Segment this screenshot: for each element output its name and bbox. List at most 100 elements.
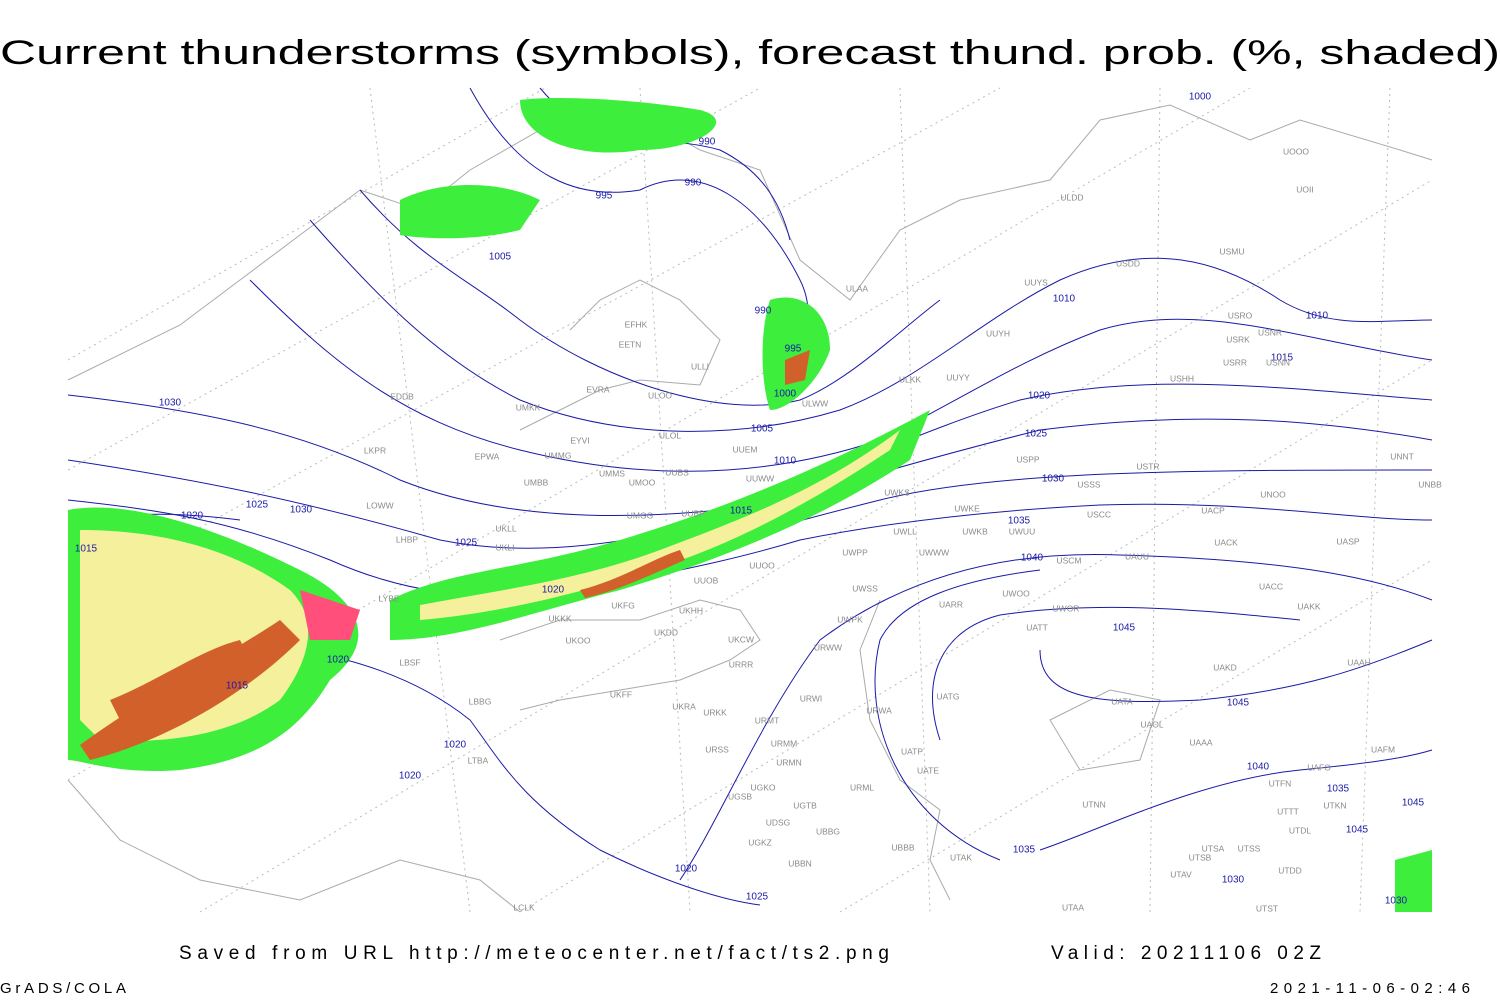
station-code: UKRA [672, 701, 696, 711]
station-code: UATA [1111, 696, 1133, 706]
station-code: UUOB [694, 575, 719, 585]
station-code: URMT [755, 715, 780, 725]
isobar-label: 1010 [1306, 311, 1329, 322]
station-code: UUEM [732, 444, 757, 454]
station-code: UATP [901, 746, 923, 756]
station-code: UWOR [1053, 603, 1080, 613]
isobar-label: 1005 [751, 424, 774, 435]
station-code: EYVI [570, 435, 589, 445]
station-code: USCM [1056, 555, 1081, 565]
station-code: UAKD [1213, 662, 1237, 672]
station-code: UACC [1259, 581, 1283, 591]
station-code: UOOO [1283, 146, 1309, 156]
station-code: URML [850, 782, 874, 792]
station-code: URWI [800, 693, 823, 703]
station-code: UKLI [496, 542, 515, 552]
valid-time: Valid: 20211106 02Z [1051, 943, 1321, 964]
station-code: ULOL [659, 430, 681, 440]
station-code: URWW [814, 642, 842, 652]
isobar-label: 1030 [1222, 875, 1245, 886]
isobar-label: 1025 [246, 500, 269, 511]
station-code: USPP [1016, 454, 1039, 464]
station-code: USCC [1087, 509, 1111, 519]
isobars [67, 87, 1433, 906]
station-code: EDDB [390, 391, 414, 401]
station-labels: UOOO UOII ULDD USDD USMU ULAA UUYS USRO USRK USNR… [364, 146, 1442, 913]
isobar-label: 1015 [75, 544, 98, 555]
station-code: EVRA [586, 384, 609, 394]
station-code: UKOO [565, 635, 590, 645]
station-code: URMN [776, 757, 802, 767]
isobar-label: 1020 [181, 511, 204, 522]
station-code: UKLL [495, 523, 517, 533]
isobar-label: 1020 [542, 585, 565, 596]
station-code: USNR [1258, 327, 1282, 337]
station-code: UDSG [766, 817, 791, 827]
isobar-label: 1010 [1053, 294, 1076, 305]
source-url: Saved from URL http://meteocenter.net/fa… [179, 943, 889, 964]
isobar-label: 1025 [455, 538, 478, 549]
station-code: UMOO [629, 477, 656, 487]
station-code: LKPR [364, 445, 386, 455]
isobar-label: 1045 [1113, 623, 1136, 634]
station-code: UTSS [1238, 843, 1261, 853]
station-code: ULWW [802, 398, 828, 408]
station-code: USHH [1170, 373, 1194, 383]
station-code: UAAH [1347, 657, 1371, 667]
station-code: UTST [1256, 903, 1278, 913]
isobar-label: 1010 [774, 456, 797, 467]
station-code: UGSB [728, 791, 752, 801]
station-code: UUWW [746, 473, 774, 483]
isobar-label: 1030 [290, 505, 313, 516]
station-code: USDD [1116, 258, 1140, 268]
thunderstorm-probability [68, 98, 1432, 912]
station-code: UWUU [1009, 526, 1035, 536]
station-code: UACP [1201, 505, 1225, 515]
station-code: UTFN [1269, 778, 1292, 788]
isobar-label: 1030 [159, 398, 182, 409]
station-code: LYBE [378, 593, 399, 603]
station-code: UAUU [1125, 551, 1149, 561]
station-code: UTAV [1170, 869, 1192, 879]
station-code: UMBB [524, 477, 549, 487]
station-code: UTAK [950, 852, 972, 862]
isobar-label: 1015 [226, 681, 249, 692]
station-code: UWSS [852, 583, 878, 593]
station-code: UAOL [1140, 719, 1163, 729]
isobar-label: 990 [699, 137, 716, 148]
station-code: UATG [937, 691, 960, 701]
isobar-label: 990 [685, 178, 702, 189]
station-code: EETN [619, 339, 642, 349]
isobar-label: 1045 [1346, 825, 1369, 836]
isobar-label: 1045 [1402, 798, 1425, 809]
station-code: URRR [729, 659, 754, 669]
station-code: UUYS [1024, 277, 1048, 287]
station-code: UNOO [1260, 489, 1286, 499]
station-code: UGTB [793, 800, 817, 810]
station-code: USRR [1223, 357, 1247, 367]
station-code: UTSA [1202, 843, 1225, 853]
station-code: UTKN [1323, 800, 1346, 810]
station-code: UWPP [842, 547, 868, 557]
station-code: UNNT [1390, 451, 1414, 461]
station-code: UAKK [1297, 601, 1320, 611]
station-code: UKDD [654, 627, 678, 637]
isobar-label: 1025 [1025, 429, 1048, 440]
isobar-label: 1015 [1271, 353, 1294, 364]
station-code: UATE [917, 765, 939, 775]
station-code: UAAA [1189, 737, 1212, 747]
station-code: UMGG [627, 510, 653, 520]
station-code: USRO [1228, 310, 1253, 320]
station-code: LHBP [396, 534, 419, 544]
station-code: URSS [705, 744, 729, 754]
station-code: UMMS [599, 468, 625, 478]
station-code: USMU [1219, 246, 1244, 256]
station-code: URWA [866, 705, 892, 715]
station-code: UWOO [1002, 588, 1030, 598]
station-code: UWKE [954, 503, 980, 513]
station-code: UAFO [1307, 762, 1331, 772]
isobar-label: 1000 [1189, 92, 1212, 103]
station-code: URMM [771, 738, 797, 748]
timestamp: 2021-11-06-02:46 [1270, 980, 1470, 997]
station-code: USSS [1077, 479, 1100, 489]
